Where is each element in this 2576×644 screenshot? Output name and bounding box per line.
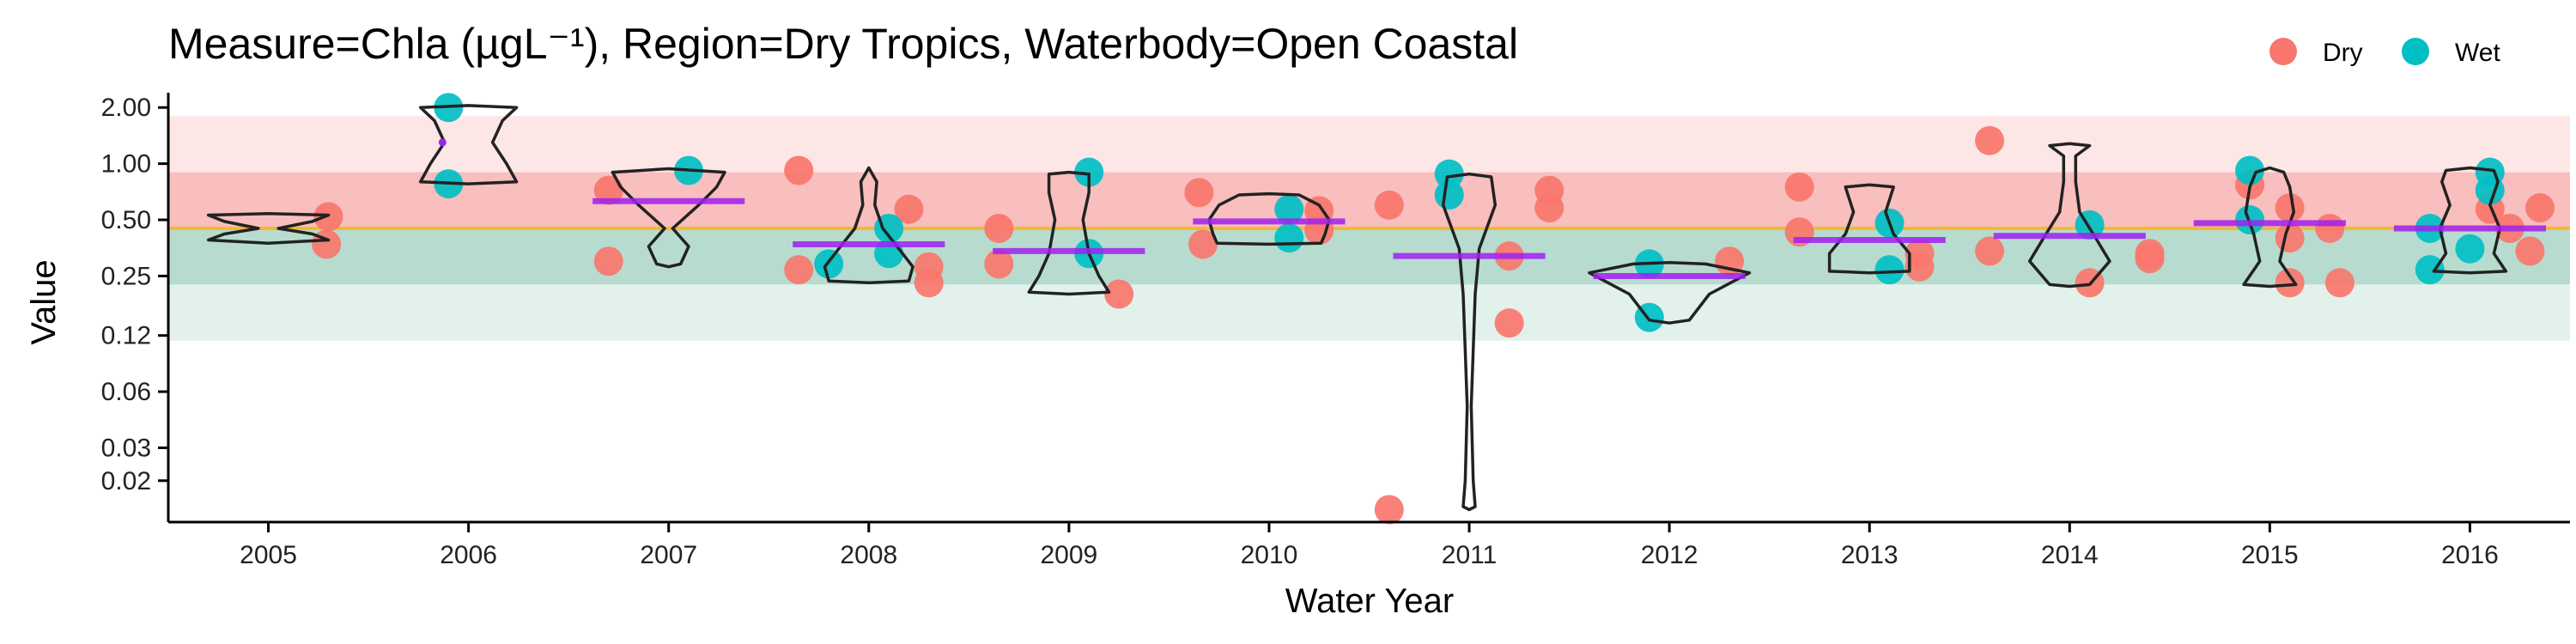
violin-2009 xyxy=(1027,170,1111,296)
point-dry-2015-35 xyxy=(2275,268,2305,298)
point-dry-2010-12 xyxy=(1184,178,1214,208)
x-tick-label: 2015 xyxy=(2241,541,2299,569)
chart-title: Measure=Chla (µgL⁻¹), Region=Dry Tropics… xyxy=(168,20,1518,68)
point-wet-2016-23 xyxy=(2455,234,2485,264)
legend-swatch-dry xyxy=(2269,38,2297,65)
legend-swatch-wet xyxy=(2402,38,2429,65)
y-tick-label: 0.03 xyxy=(101,434,151,463)
violin-2006 xyxy=(418,104,519,185)
y-axis-title: Value xyxy=(25,259,63,344)
medians-layer xyxy=(438,138,2547,279)
point-dry-2007-2 xyxy=(593,175,623,205)
x-tick-label: 2009 xyxy=(1041,541,1098,569)
y-tick-label: 0.25 xyxy=(101,262,151,290)
point-dry-2011-19 xyxy=(1494,308,1524,338)
x-tick-label: 2013 xyxy=(1841,541,1899,569)
point-wet-2015-17 xyxy=(2235,155,2265,185)
band-2 xyxy=(168,228,2570,285)
point-dry-2008-6 xyxy=(894,194,924,224)
band-3 xyxy=(168,284,2570,341)
violin-2015 xyxy=(2242,166,2298,289)
violin-2012 xyxy=(1588,261,1752,325)
violin-2005 xyxy=(206,212,331,245)
violin-2007 xyxy=(611,167,726,269)
point-dry-2015-33 xyxy=(2275,193,2305,223)
point-dry-2010-13 xyxy=(1188,229,1218,259)
point-wet-2011-11 xyxy=(1434,180,1464,210)
y-tick-label: 0.12 xyxy=(101,322,151,350)
legend: Dry Wet xyxy=(2269,38,2500,67)
point-dry-2013-23 xyxy=(1784,172,1814,202)
violins-layer xyxy=(206,104,2508,512)
point-dry-2007-3 xyxy=(593,246,623,276)
point-wet-2010-8 xyxy=(1274,194,1304,224)
point-dry-2015-34 xyxy=(2275,223,2305,253)
point-dry-2014-27 xyxy=(1975,125,2005,155)
x-tick-label: 2012 xyxy=(1641,541,1698,569)
x-tick-label: 2007 xyxy=(640,541,697,569)
legend-label-wet: Wet xyxy=(2455,39,2500,67)
point-dry-2008-5 xyxy=(784,255,814,285)
point-dry-2014-31 xyxy=(2135,244,2165,274)
band-0 xyxy=(168,116,2570,173)
point-wet-2009-6 xyxy=(1074,157,1104,187)
point-dry-2011-16 xyxy=(1374,190,1404,220)
legend-label-dry: Dry xyxy=(2323,39,2363,67)
point-dry-2013-26 xyxy=(1905,252,1935,282)
y-tick-label: 2.00 xyxy=(101,94,151,122)
band-1 xyxy=(168,172,2570,228)
x-axis-title: Water Year xyxy=(1285,582,1454,620)
point-wet-2016-20 xyxy=(2415,255,2445,285)
y-tick-label: 1.00 xyxy=(101,150,151,179)
point-wet-2010-9 xyxy=(1274,223,1304,253)
x-tick-label: 2011 xyxy=(1442,541,1498,569)
violin-2011 xyxy=(1441,172,1498,512)
violin-2010 xyxy=(1207,191,1331,246)
point-dry-2015-37 xyxy=(2324,268,2354,298)
threshold-bands xyxy=(168,116,2570,341)
point-wet-2011-10 xyxy=(1434,159,1464,189)
x-tick-label: 2008 xyxy=(840,541,897,569)
x-tick-label: 2005 xyxy=(240,541,297,569)
point-dry-2011-21 xyxy=(1534,193,1564,223)
point-dry-2011-17 xyxy=(1374,495,1404,525)
mean-point-2006 xyxy=(438,138,447,147)
point-dry-2008-8 xyxy=(914,268,944,298)
point-dry-2015-36 xyxy=(2315,213,2345,243)
y-tick-label: 0.50 xyxy=(101,206,151,234)
y-tick-label: 0.06 xyxy=(101,378,151,406)
point-dry-2016-41 xyxy=(2525,193,2555,223)
point-wet-2013-15 xyxy=(1874,255,1905,285)
point-dry-2009-11 xyxy=(1104,279,1134,309)
y-tick-label: 0.02 xyxy=(101,467,151,495)
point-dry-2009-10 xyxy=(984,249,1014,279)
point-dry-2008-4 xyxy=(784,155,814,185)
point-dry-2009-9 xyxy=(984,213,1014,243)
x-tick-label: 2006 xyxy=(440,541,497,569)
x-tick-label: 2010 xyxy=(1241,541,1298,569)
point-dry-2014-28 xyxy=(1975,236,2005,266)
point-dry-2016-40 xyxy=(2515,236,2545,266)
axes-layer: 0.02 0.03 0.06 0.12 0.25 0.50 1.00 2.00 2005 2006… xyxy=(101,93,2570,569)
violin-2016 xyxy=(2432,166,2508,275)
x-tick-label: 2014 xyxy=(2041,541,2099,569)
violin-2014 xyxy=(2027,142,2111,289)
x-tick-label: 2016 xyxy=(2441,541,2499,569)
violin-2013 xyxy=(1827,183,1911,275)
violin-2008 xyxy=(823,166,914,285)
